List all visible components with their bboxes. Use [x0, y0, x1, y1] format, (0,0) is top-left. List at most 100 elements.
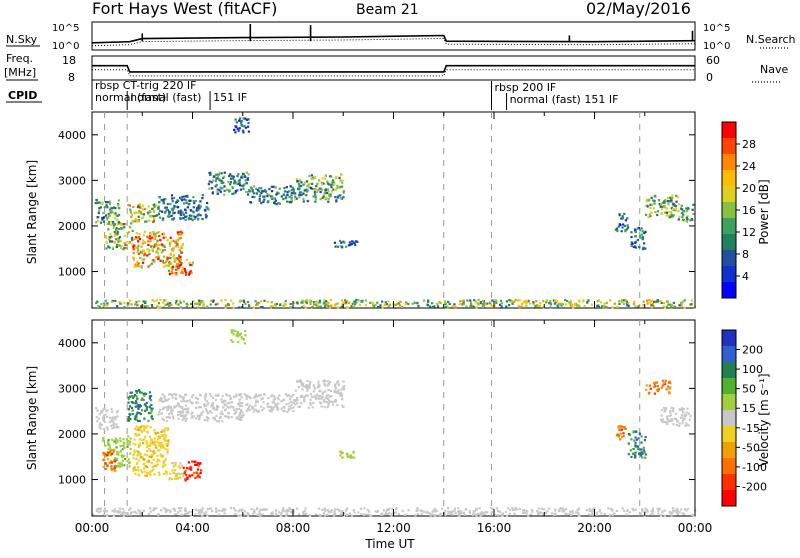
scatter-point: [168, 244, 171, 247]
scatter-point: [261, 513, 264, 516]
scatter-point: [570, 513, 573, 516]
scatter-point: [501, 512, 504, 515]
scatter-point: [667, 211, 670, 214]
scatter-point: [588, 507, 591, 510]
scatter-point: [102, 439, 105, 443]
scatter-point: [238, 182, 241, 185]
scatter-point: [148, 397, 151, 400]
scatter-point: [104, 413, 107, 416]
scatter-point: [176, 404, 179, 407]
scatter-point: [104, 214, 108, 217]
scatter-point: [237, 129, 240, 132]
scatter-point: [289, 302, 292, 306]
scatter-point: [626, 304, 629, 307]
scatter-point: [238, 119, 241, 122]
scatter-point: [463, 513, 466, 516]
scatter-point: [310, 300, 313, 303]
scatter-point: [180, 196, 183, 200]
scatter-point: [665, 207, 668, 210]
scatter-point: [270, 406, 273, 409]
scatter-point: [496, 510, 500, 513]
scatter-point: [657, 509, 660, 513]
scatter-point: [336, 508, 339, 511]
scatter-point: [668, 511, 671, 514]
scatter-point: [398, 304, 402, 307]
scatter-point: [109, 416, 112, 419]
scatter-point: [99, 427, 102, 430]
scatter-point: [208, 393, 211, 396]
scatter-point: [311, 182, 314, 185]
scatter-point: [619, 438, 622, 441]
colorbar-swatch-10: [722, 490, 736, 507]
scatter-point: [179, 306, 182, 309]
scatter-point: [321, 395, 324, 398]
scatter-point: [145, 406, 149, 409]
scatter-point: [145, 401, 148, 404]
scatter-point: [625, 513, 628, 516]
scatter-point: [244, 117, 247, 120]
scatter-point: [160, 397, 163, 400]
scatter-point: [446, 305, 449, 308]
scatter-point: [100, 302, 103, 306]
scatter-point: [306, 185, 309, 188]
scatter-point: [413, 301, 416, 304]
scatter-point: [529, 513, 532, 516]
scatter-point: [177, 260, 180, 263]
scatter-point: [111, 246, 114, 249]
scatter-point: [103, 458, 106, 461]
scatter-point: [182, 213, 185, 216]
scatter-point: [554, 301, 557, 304]
scatter-point: [113, 510, 116, 513]
scatter-point: [172, 248, 175, 251]
scatter-point: [673, 204, 676, 207]
scatter-point: [143, 253, 146, 256]
scatter-point: [110, 408, 113, 411]
scatter-point: [240, 337, 244, 340]
scatter-point: [161, 429, 164, 432]
scatter-point: [110, 300, 113, 303]
scatter-point: [162, 408, 165, 411]
scatter-point: [518, 299, 521, 302]
scatter-point: [237, 514, 240, 517]
scatter-point: [97, 507, 100, 510]
colorbar-swatch-4: [722, 186, 736, 203]
scatter-point: [671, 509, 675, 512]
colorbar-swatch-1: [722, 346, 736, 363]
scatter-point: [241, 411, 244, 414]
scatter-point: [137, 236, 140, 239]
scatter-point: [147, 243, 150, 246]
scatter-point: [211, 509, 214, 512]
scatter-point: [155, 464, 158, 467]
scatter-point: [451, 305, 454, 308]
scatter-point: [292, 187, 295, 191]
scatter-point: [173, 260, 176, 263]
scatter-point: [559, 302, 562, 305]
scatter-point: [288, 395, 291, 398]
scatter-point: [535, 304, 538, 307]
scatter-point: [305, 394, 308, 397]
scatter-point: [204, 404, 208, 407]
scatter-point: [486, 511, 489, 514]
scatter-point: [237, 333, 240, 336]
scatter-point: [552, 299, 556, 302]
scatter-point: [564, 512, 567, 515]
scatter-point: [211, 191, 215, 194]
scatter-point: [143, 453, 146, 456]
scatter-point: [677, 218, 680, 221]
scatter-point: [316, 305, 319, 308]
nave-label: Nave: [760, 63, 788, 76]
scatter-point: [287, 509, 290, 512]
scatter-point: [205, 511, 208, 514]
scatter-point: [639, 448, 642, 451]
scatter-point: [114, 230, 117, 233]
scatter-cluster-3: [168, 258, 194, 276]
scatter-point: [154, 431, 157, 434]
scatter-point: [239, 188, 242, 191]
scatter-point: [327, 304, 330, 308]
scatter-point: [183, 414, 186, 417]
scatter-point: [626, 302, 629, 305]
scatter-point: [297, 183, 301, 186]
scatter-point: [476, 512, 479, 516]
scatter-cluster-6: [182, 460, 203, 482]
scatter-point: [111, 222, 115, 225]
